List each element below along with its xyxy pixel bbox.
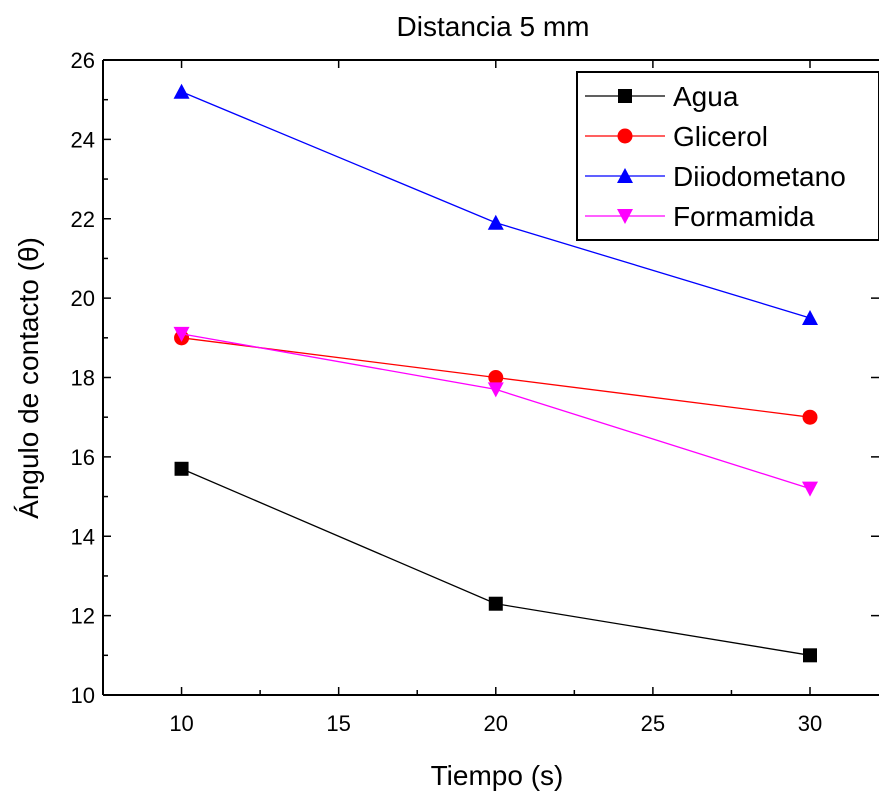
data-point-glicerol <box>488 370 504 385</box>
y-tick-label: 24 <box>71 127 95 152</box>
y-tick-label: 12 <box>71 604 95 629</box>
x-tick-label: 15 <box>326 711 350 736</box>
legend-label-agua: Agua <box>673 81 739 112</box>
data-point-diiodometano <box>173 83 190 99</box>
y-tick-label: 10 <box>71 683 95 708</box>
y-axis-label: Ángulo de contacto (θ) <box>13 237 44 519</box>
data-point-formamida <box>173 326 190 342</box>
data-point-diiodometano <box>802 309 818 325</box>
data-point-formamida <box>802 481 818 497</box>
legend: Agua Glicerol Diiodometano Formamida <box>576 71 879 241</box>
legend-label-glicerol: Glicerol <box>673 121 768 152</box>
data-point-diiodometano <box>487 214 504 230</box>
x-tick-label: 30 <box>798 711 822 736</box>
legend-marker-glicerol <box>617 128 633 144</box>
series-line-formamida <box>181 333 811 490</box>
legend-label-formamida: Formamida <box>673 201 815 232</box>
y-tick-label: 16 <box>71 445 95 470</box>
x-tick-label: 25 <box>641 711 665 736</box>
legend-marker-diiodometano <box>617 168 633 183</box>
x-axis-label: Tiempo (s) <box>431 760 564 791</box>
data-point-glicerol <box>802 409 818 425</box>
chart-title: Distancia 5 mm <box>397 11 590 42</box>
data-point-formamida <box>487 382 504 398</box>
legend-marker-formamida <box>617 209 633 224</box>
y-tick-label: 14 <box>71 524 95 549</box>
data-point-agua <box>803 648 817 663</box>
x-tick-label: 20 <box>484 711 508 736</box>
data-point-agua <box>174 461 189 476</box>
y-tick-label: 20 <box>71 286 95 311</box>
y-tick-label: 18 <box>71 366 95 391</box>
series-line-agua <box>181 468 811 656</box>
plot-area: 10 12 14 16 18 20 22 24 26 10 15 20 25 30 <box>71 48 879 736</box>
y-tick-label: 22 <box>71 207 95 232</box>
x-tick-label: 10 <box>169 711 193 736</box>
legend-marker-agua <box>618 89 632 103</box>
legend-label-diiodometano: Diiodometano <box>673 161 846 192</box>
y-tick-label: 26 <box>71 48 95 73</box>
data-point-agua <box>488 596 503 611</box>
